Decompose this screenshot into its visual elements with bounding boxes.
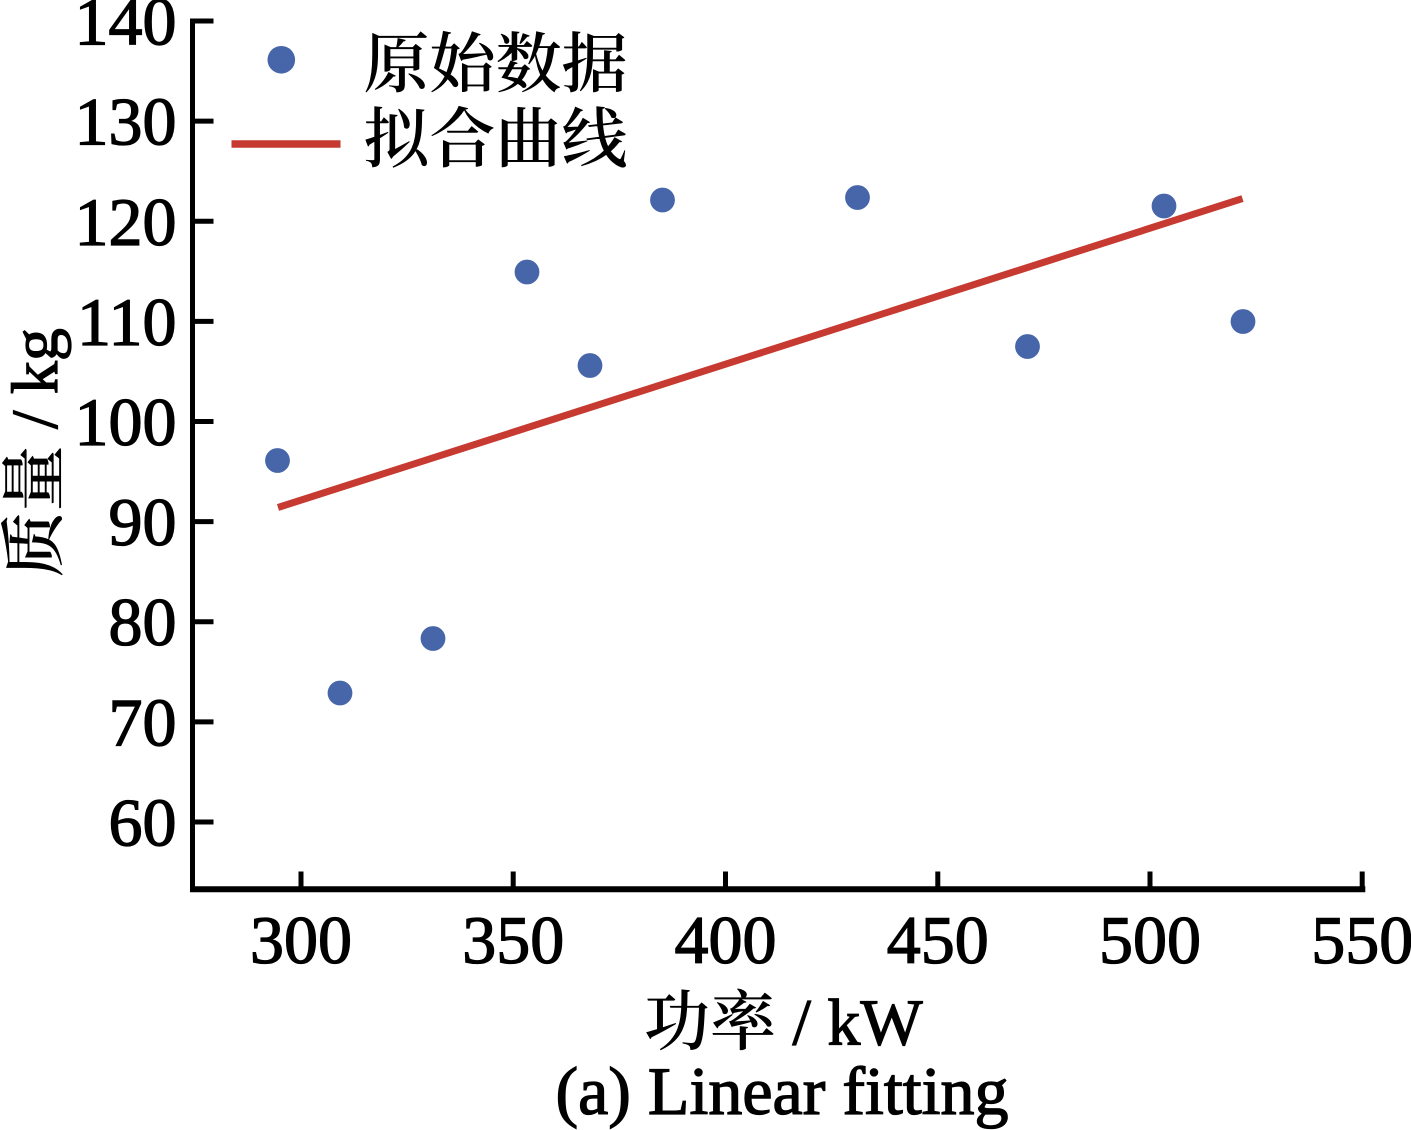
svg-text:(a) Linear fitting: (a) Linear fitting — [555, 1053, 1008, 1129]
svg-text:/ kW: / kW — [776, 987, 923, 1060]
svg-text:80: 80 — [109, 584, 177, 660]
svg-text:550: 550 — [1311, 902, 1411, 978]
svg-text:110: 110 — [77, 284, 176, 360]
svg-text:400: 400 — [675, 902, 777, 978]
svg-text:120: 120 — [75, 184, 177, 260]
svg-text:130: 130 — [75, 84, 177, 160]
svg-text:60: 60 — [109, 785, 177, 861]
svg-text:300: 300 — [250, 902, 352, 978]
svg-text:100: 100 — [75, 384, 177, 460]
svg-text:500: 500 — [1099, 902, 1201, 978]
svg-text:350: 350 — [462, 902, 564, 978]
svg-text:90: 90 — [109, 484, 177, 560]
svg-text:140: 140 — [75, 0, 177, 60]
svg-text:/ kg: / kg — [0, 328, 72, 445]
svg-text:450: 450 — [887, 902, 989, 978]
svg-text:70: 70 — [109, 684, 177, 760]
